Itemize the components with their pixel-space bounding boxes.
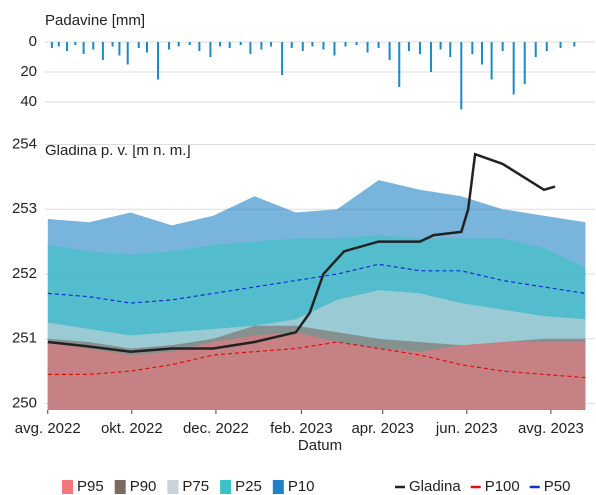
- precip-bar: [366, 42, 369, 53]
- precip-bar: [228, 42, 231, 48]
- precip-bar: [157, 42, 160, 80]
- y-tick-label: 251: [12, 330, 37, 347]
- legend-label: P25: [235, 478, 262, 495]
- precip-bar: [137, 42, 140, 48]
- area-band: [47, 332, 586, 410]
- precip-bar: [126, 42, 129, 65]
- legend-swatch: [272, 480, 284, 494]
- x-tick-label: okt. 2022: [101, 420, 163, 437]
- precip-bar: [168, 42, 171, 50]
- precip-bar: [290, 42, 293, 48]
- x-tick-label: avg. 2022: [15, 420, 81, 437]
- y-tick-label: 252: [12, 265, 37, 282]
- legend-label: P95: [77, 478, 104, 495]
- legend-label: P50: [544, 478, 571, 495]
- precip-bar: [239, 42, 242, 45]
- precip-bar: [523, 42, 526, 84]
- legend-swatch: [114, 480, 126, 494]
- panel-title: Padavine [mm]: [45, 12, 145, 29]
- y-tick-label: 250: [12, 394, 37, 411]
- y-tick-label: 40: [20, 93, 37, 110]
- precip-bar: [333, 42, 336, 56]
- precip-bar: [74, 42, 77, 45]
- precip-bar: [559, 42, 562, 48]
- precip-bar: [249, 42, 252, 54]
- legend-label: Gladina: [409, 478, 461, 495]
- precip-bar: [573, 42, 576, 47]
- precip-bar: [111, 42, 114, 47]
- precip-bar: [260, 42, 263, 50]
- precip-bar: [449, 42, 452, 57]
- y-tick-label: 0: [29, 33, 37, 50]
- precip-bar: [398, 42, 401, 87]
- legend-label: P75: [182, 478, 209, 495]
- precip-bar: [418, 42, 421, 54]
- precip-bar: [344, 42, 347, 47]
- precip-bar: [146, 42, 149, 53]
- precip-bar: [439, 42, 442, 50]
- precip-bar: [57, 42, 60, 47]
- precip-bar: [270, 42, 273, 47]
- level-line: [47, 152, 556, 353]
- legend-swatch: [167, 480, 179, 494]
- precip-bar: [82, 42, 85, 54]
- y-tick-label: 20: [20, 63, 37, 80]
- precip-bar: [355, 42, 358, 45]
- precip-bar: [118, 42, 121, 56]
- x-tick-label: apr. 2023: [351, 420, 414, 437]
- x-tick-label: dec. 2022: [183, 420, 249, 437]
- panel-title: Gladina p. v. [m n. m.]: [45, 142, 191, 159]
- precip-bar: [301, 42, 304, 51]
- precip-bar: [545, 42, 548, 51]
- precip-bar: [377, 42, 380, 48]
- precip-bar: [480, 42, 483, 65]
- precip-bar: [501, 42, 504, 51]
- y-tick-label: 253: [12, 200, 37, 217]
- precip-bar: [407, 42, 410, 51]
- precip-bar: [198, 42, 201, 51]
- legend-label: P10: [288, 478, 315, 495]
- precip-bar: [311, 42, 314, 47]
- precip-bar: [66, 42, 69, 51]
- precip-bar: [490, 42, 493, 80]
- precip-bar: [188, 42, 191, 45]
- x-tick-label: avg. 2023: [518, 420, 584, 437]
- precip-bar: [209, 42, 212, 57]
- precip-bar: [101, 42, 104, 60]
- precip-bar: [471, 42, 474, 54]
- precip-bar: [460, 42, 463, 110]
- precip-bar: [177, 42, 180, 47]
- precip-bar: [512, 42, 515, 95]
- precip-bar: [50, 42, 53, 48]
- precip-bar: [281, 42, 284, 75]
- precip-bar: [429, 42, 432, 72]
- legend-swatch: [62, 480, 73, 494]
- precip-bar: [219, 42, 222, 47]
- x-axis-label: Datum: [298, 437, 342, 454]
- legend-label: P90: [130, 478, 157, 495]
- precip-bar: [534, 42, 537, 57]
- y-tick-label: 254: [12, 135, 37, 152]
- precip-bar: [388, 42, 391, 60]
- x-tick-label: feb. 2023: [270, 420, 333, 437]
- precip-bar: [92, 42, 95, 50]
- precip-bar: [322, 42, 325, 50]
- legend-label: P100: [485, 478, 520, 495]
- legend-swatch: [220, 480, 232, 494]
- x-tick-label: jun. 2023: [435, 420, 498, 437]
